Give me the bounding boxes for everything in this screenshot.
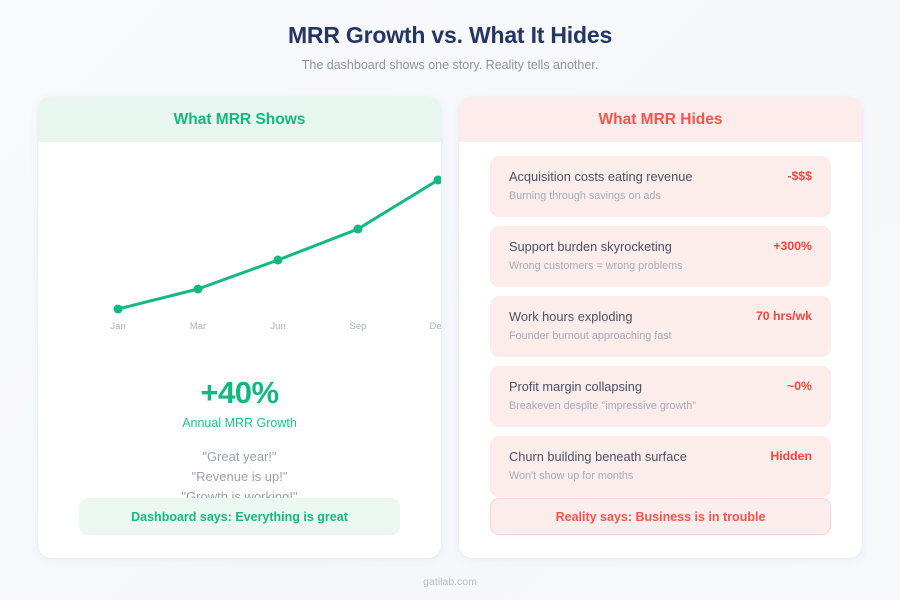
list-item-title: Work hours exploding: [509, 309, 633, 324]
hidden-issues-list: Acquisition costs eating revenue Burning…: [490, 156, 831, 506]
list-item: Support burden skyrocketing Wrong custom…: [490, 226, 831, 287]
chart-xtick-mar: Mar: [190, 321, 206, 332]
chart-point-dec: [433, 175, 441, 185]
panel-left-header: What MRR Shows: [38, 97, 441, 142]
list-item-text: Support burden skyrocketing Wrong custom…: [509, 238, 693, 274]
reality-verdict-banner: Reality says: Business is in trouble: [490, 498, 831, 535]
list-item-value: +300%: [773, 239, 812, 253]
page-subtitle: The dashboard shows one story. Reality t…: [301, 58, 599, 72]
chart-svg: Jan Mar Jun Sep Dec: [110, 175, 441, 332]
chart-point-jun: [273, 255, 283, 265]
list-item-title: Acquisition costs eating revenue: [509, 169, 693, 184]
chart-line: [116, 178, 440, 311]
panel-right-body: Acquisition costs eating revenue Burning…: [459, 142, 862, 558]
list-item-subtitle: Burning through savings on ads: [509, 190, 661, 202]
panel-right-header: What MRR Hides: [459, 97, 862, 142]
list-item-text: Acquisition costs eating revenue Burning…: [509, 168, 703, 204]
panel-left-body: Jan Mar Jun Sep Dec +40% Annual MRR Grow…: [38, 142, 441, 558]
list-item-text: Profit margin collapsing Breakeven despi…: [509, 378, 706, 414]
quote-line: "Revenue is up!": [191, 469, 288, 484]
list-item-value: ~0%: [787, 379, 812, 393]
growth-stat: +40% Annual MRR Growth: [38, 375, 441, 430]
mrr-growth-chart: Jan Mar Jun Sep Dec: [38, 142, 441, 377]
list-item: Acquisition costs eating revenue Burning…: [490, 156, 831, 217]
page-header: MRR Growth vs. What It Hides The dashboa…: [0, 0, 900, 72]
list-item-value: -$$$: [787, 169, 812, 183]
dashboard-verdict-banner: Dashboard says: Everything is great: [79, 498, 400, 535]
panel-right-title: What MRR Hides: [598, 110, 723, 128]
chart-point-sep: [353, 224, 363, 234]
quote-line: "Great year!": [202, 449, 277, 464]
list-item-text: Churn building beneath surface Won't sho…: [509, 448, 697, 484]
list-item: Churn building beneath surface Won't sho…: [490, 436, 831, 497]
dashboard-verdict-text: Dashboard says: Everything is great: [131, 509, 348, 524]
list-item: Profit margin collapsing Breakeven despi…: [490, 366, 831, 427]
chart-xtick-jan: Jan: [110, 321, 125, 332]
panel-left-title: What MRR Shows: [173, 110, 306, 128]
list-item-subtitle: Breakeven despite "impressive growth": [509, 400, 697, 412]
list-item-subtitle: Founder burnout approaching fast: [509, 330, 672, 342]
growth-stat-value: +40%: [200, 375, 279, 410]
list-item: Work hours exploding Founder burnout app…: [490, 296, 831, 357]
list-item-title: Support burden skyrocketing: [509, 239, 672, 254]
list-item-subtitle: Won't show up for months: [509, 470, 634, 482]
list-item-value: Hidden: [770, 449, 812, 463]
list-item-title: Churn building beneath surface: [509, 449, 687, 464]
list-item-subtitle: Wrong customers = wrong problems: [509, 260, 683, 272]
panel-what-mrr-hides: What MRR Hides Acquisition costs eating …: [459, 97, 862, 558]
chart-xtick-jun: Jun: [270, 321, 285, 332]
list-item-title: Profit margin collapsing: [509, 379, 643, 394]
list-item-value: 70 hrs/wk: [755, 309, 812, 323]
panel-what-mrr-shows: What MRR Shows Jan Mar Jun: [38, 97, 441, 558]
panels-container: What MRR Shows Jan Mar Jun: [38, 97, 862, 558]
chart-point-mar: [193, 284, 203, 294]
chart-point-jan: [113, 304, 123, 314]
list-item-text: Work hours exploding Founder burnout app…: [509, 308, 682, 344]
chart-xtick-dec: Dec: [430, 321, 441, 332]
reality-verdict-text: Reality says: Business is in trouble: [555, 509, 766, 524]
growth-stat-caption: Annual MRR Growth: [182, 416, 297, 430]
page-title: MRR Growth vs. What It Hides: [287, 22, 613, 48]
footer-attribution: gatilab.com: [423, 576, 477, 588]
chart-xtick-sep: Sep: [350, 321, 367, 332]
